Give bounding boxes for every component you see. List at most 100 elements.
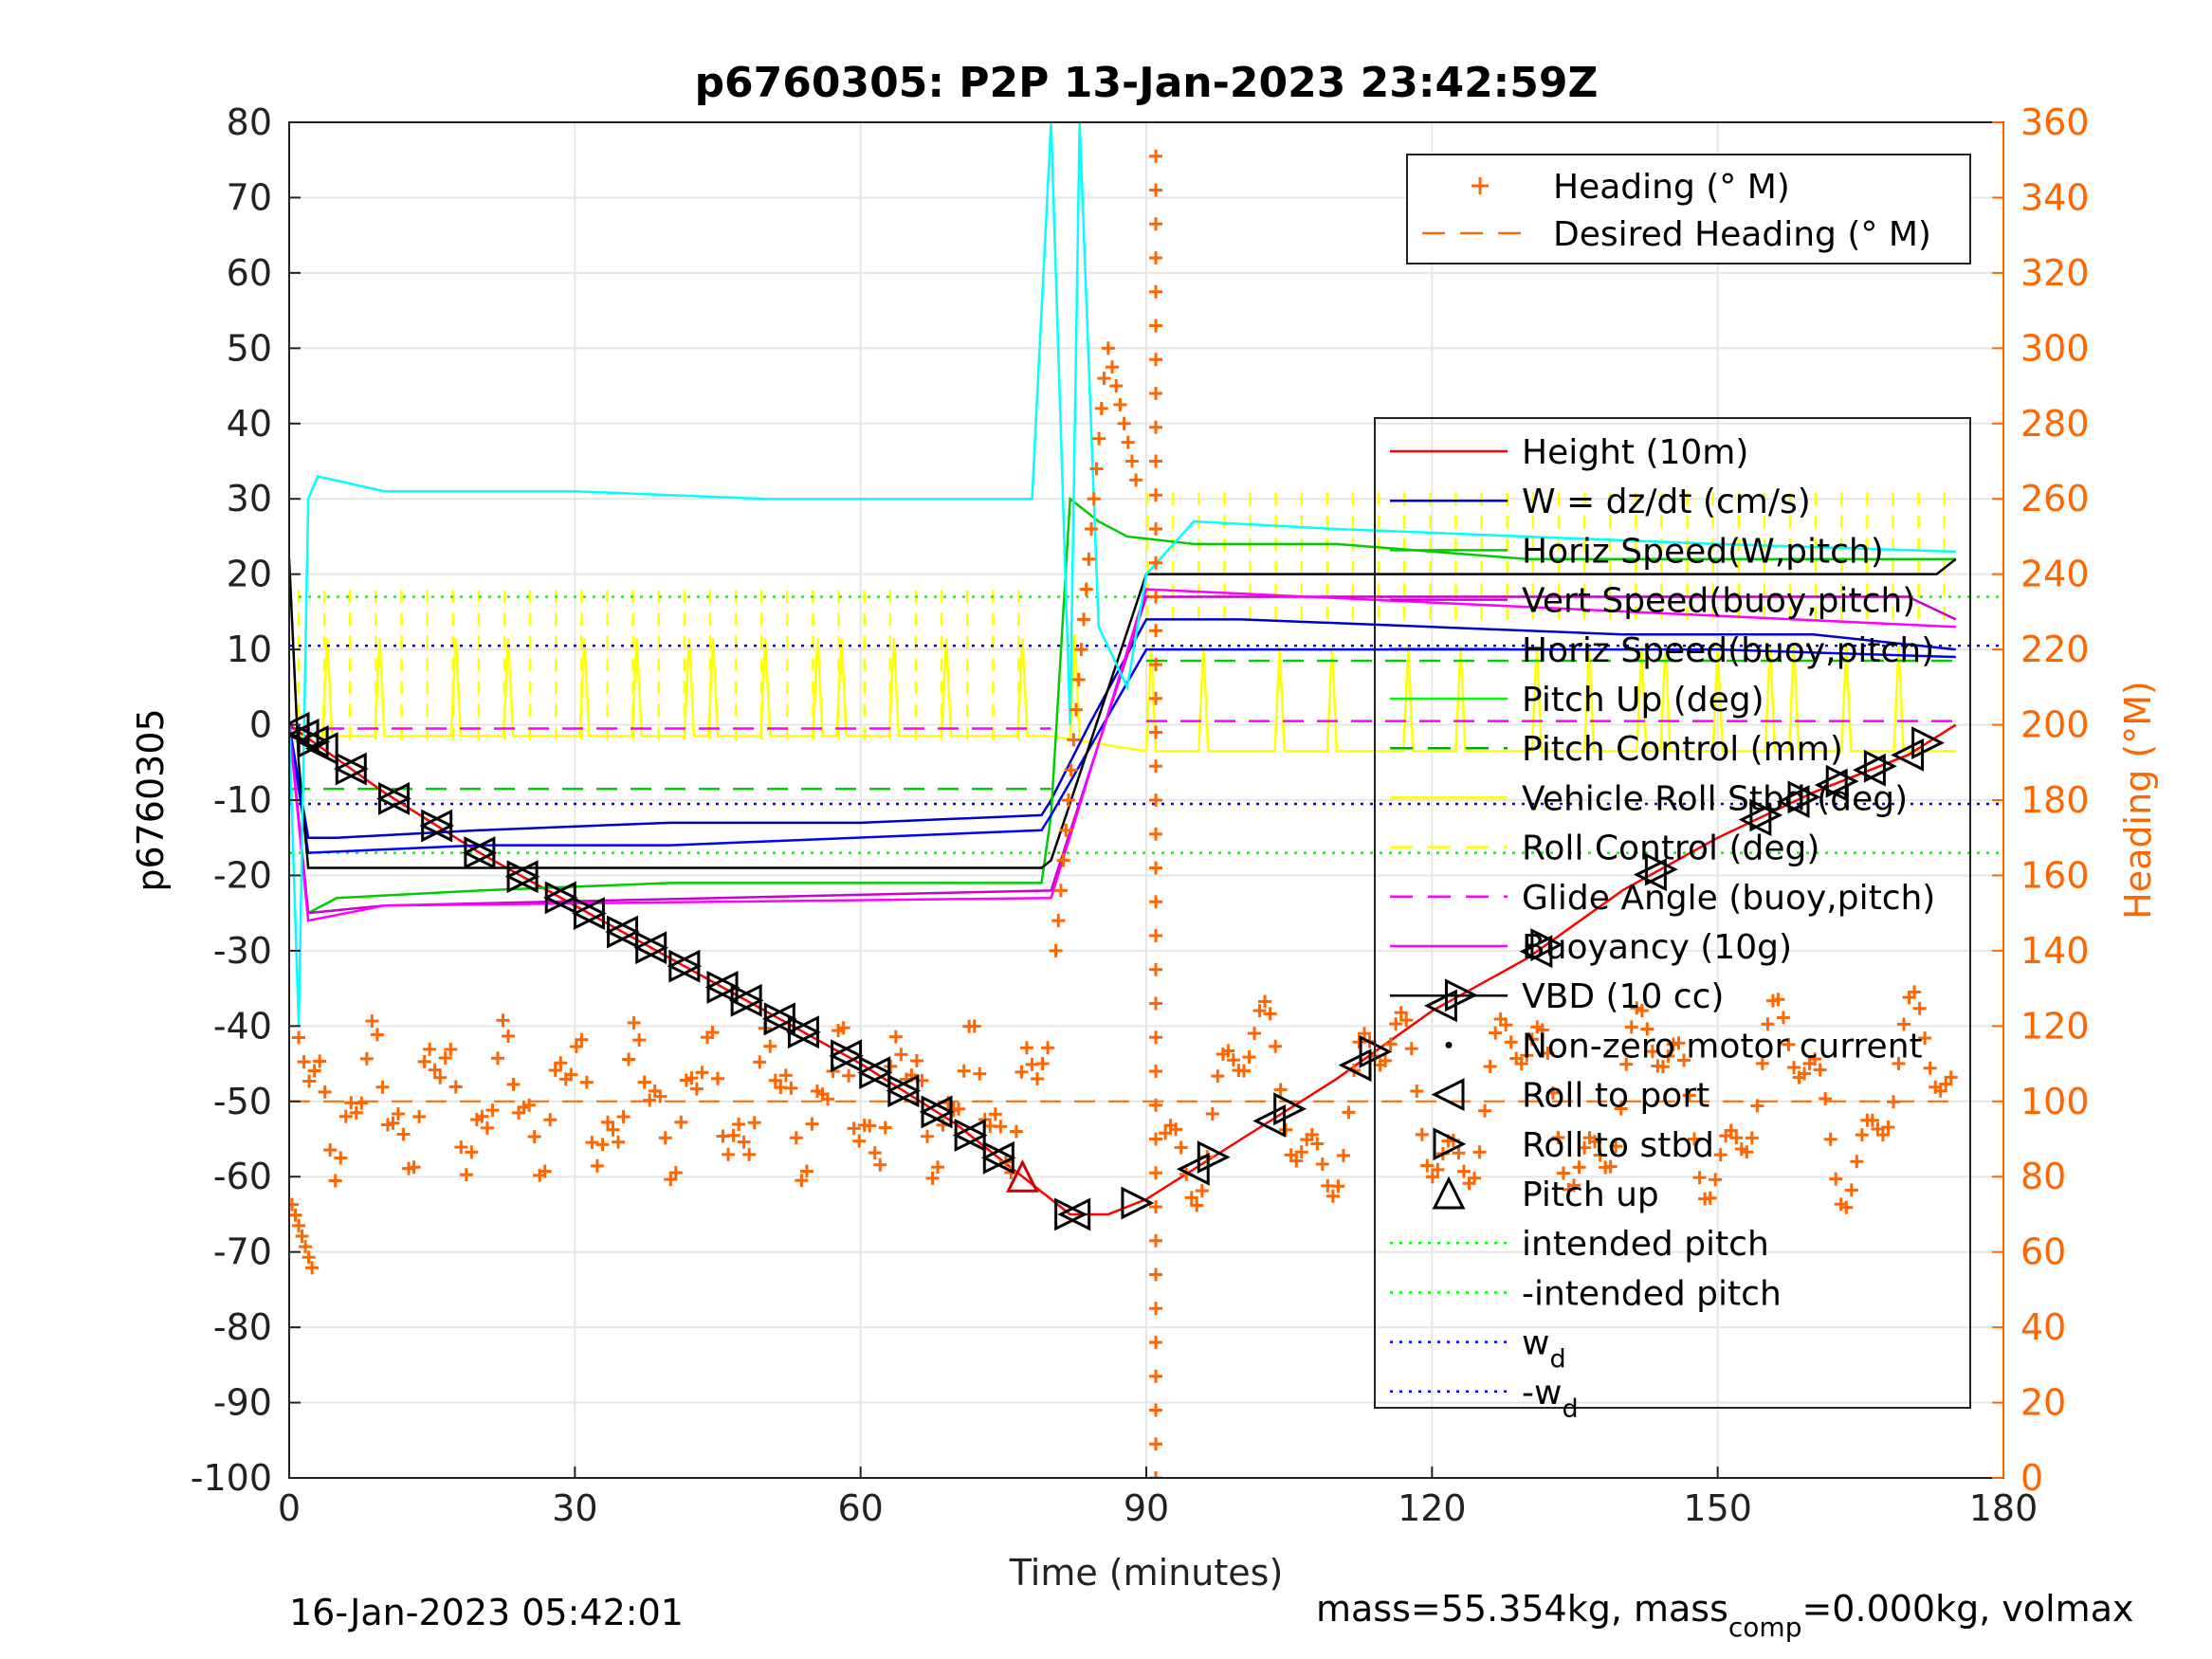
heading-point — [1740, 1145, 1754, 1159]
heading-point — [1149, 1471, 1163, 1478]
heading-point — [1169, 1122, 1183, 1137]
x-tick-label: 60 — [837, 1487, 883, 1529]
heading-point — [1489, 1026, 1503, 1040]
heading-point — [502, 1029, 516, 1043]
heading-point — [1236, 1064, 1251, 1078]
heading-point — [821, 1092, 835, 1106]
roll-marker-stbd — [887, 1074, 922, 1108]
roll-marker-stbd — [421, 809, 455, 843]
heading-point — [1839, 1200, 1854, 1214]
heading-point — [1325, 1189, 1340, 1203]
heading-point — [1242, 1050, 1256, 1065]
heading-point — [1798, 1066, 1812, 1081]
heading-point — [423, 1042, 437, 1056]
heading-point — [1252, 1004, 1267, 1018]
heading-point — [737, 1135, 751, 1149]
heading-point — [485, 1103, 500, 1118]
roll-marker-stbd — [730, 983, 764, 1017]
heading-point — [328, 1174, 342, 1188]
heading-point — [1269, 1039, 1283, 1053]
heading-point — [1149, 1065, 1163, 1078]
heading-point — [1745, 1131, 1759, 1145]
heading-point — [1761, 1017, 1775, 1031]
heading-point — [1556, 1166, 1570, 1180]
heading-legend-label: Heading (° M) — [1553, 168, 1790, 207]
heading-point — [1149, 1233, 1163, 1248]
heading-point — [1064, 763, 1078, 777]
main-legend-label: VBD (10 cc) — [1522, 977, 1724, 1016]
heading-point — [1468, 1171, 1482, 1185]
main-legend-label: Roll to stbd — [1522, 1126, 1714, 1165]
heading-point — [1149, 183, 1163, 197]
heading-point — [1865, 1113, 1879, 1127]
heading-point — [1404, 1042, 1418, 1056]
heading-point — [1520, 1048, 1534, 1063]
heading-point — [1709, 1173, 1723, 1187]
heading-point — [722, 1147, 736, 1161]
heading-point — [952, 1102, 966, 1116]
y-left-tick-label: 70 — [227, 176, 272, 218]
roll-marker-stbd — [635, 931, 669, 965]
main-legend-box — [1374, 417, 1971, 1409]
heading-point — [417, 1054, 431, 1068]
heading-point — [1912, 1001, 1927, 1015]
y-axis-label-right: Heading (°M) — [2117, 681, 2159, 920]
heading-point — [459, 1168, 473, 1182]
heading-point — [863, 1119, 877, 1133]
heading-point — [1121, 435, 1135, 449]
heading-point — [292, 1030, 306, 1045]
heading-point — [1279, 1122, 1293, 1137]
heading-point — [370, 1028, 384, 1042]
heading-point — [1149, 1030, 1163, 1045]
x-tick-label: 90 — [1124, 1487, 1169, 1529]
heading-point — [480, 1121, 494, 1135]
main-legend-label: -intended pitch — [1522, 1274, 1782, 1313]
heading-point — [1844, 1183, 1858, 1197]
roll-marker-stbd — [1749, 798, 1783, 832]
heading-point — [1420, 1158, 1435, 1173]
roll-marker-stbd — [335, 752, 369, 786]
heading-legend-box — [1406, 154, 1971, 264]
heading-point — [496, 1013, 510, 1028]
y-right-tick-label: 120 — [2020, 1005, 2090, 1047]
roll-marker-stbd — [1644, 852, 1678, 886]
heading-point — [1755, 1056, 1769, 1070]
roll-marker-stbd — [706, 970, 740, 1004]
heading-point — [1315, 1157, 1329, 1171]
heading-point — [575, 1032, 589, 1047]
y-right-tick-label: 20 — [2020, 1382, 2066, 1424]
roll-marker-stbd — [859, 1056, 893, 1090]
heading-point — [1609, 1139, 1623, 1154]
heading-point — [763, 1039, 777, 1053]
main-legend-label: Glide Angle (buoy,pitch) — [1522, 879, 1935, 918]
heading-point — [1808, 1052, 1822, 1066]
heading-point — [1635, 1004, 1649, 1018]
heading-point — [888, 1030, 903, 1044]
heading-point — [396, 1127, 411, 1141]
heading-point — [554, 1056, 568, 1070]
heading-point — [1109, 379, 1124, 393]
heading-point — [1097, 372, 1111, 386]
heading-point — [355, 1096, 369, 1110]
heading-point — [1655, 1060, 1670, 1074]
heading-point — [1101, 341, 1115, 356]
heading-point — [1892, 1056, 1906, 1070]
heading-point — [1881, 1120, 1895, 1134]
heading-point — [506, 1077, 521, 1091]
heading-point — [448, 1080, 463, 1094]
heading-point — [1273, 1083, 1288, 1097]
roll-marker-stbd — [1863, 749, 1897, 783]
heading-point — [302, 1250, 316, 1265]
heading-point — [386, 1116, 400, 1130]
main-legend-label: Pitch Control (mm) — [1522, 730, 1843, 769]
plot-area — [289, 122, 2003, 1478]
heading-point — [1035, 1056, 1050, 1070]
roll-marker-stbd — [1197, 1140, 1231, 1174]
heading-point — [994, 1120, 1008, 1134]
heading-point — [569, 1040, 583, 1054]
chart-title: p6760305: P2P 13-Jan-2023 23:42:59Z — [695, 59, 1599, 107]
heading-point — [658, 1131, 672, 1145]
legend-swatch-tri-left — [1431, 1078, 1465, 1112]
y-left-tick-label: -30 — [213, 930, 272, 972]
